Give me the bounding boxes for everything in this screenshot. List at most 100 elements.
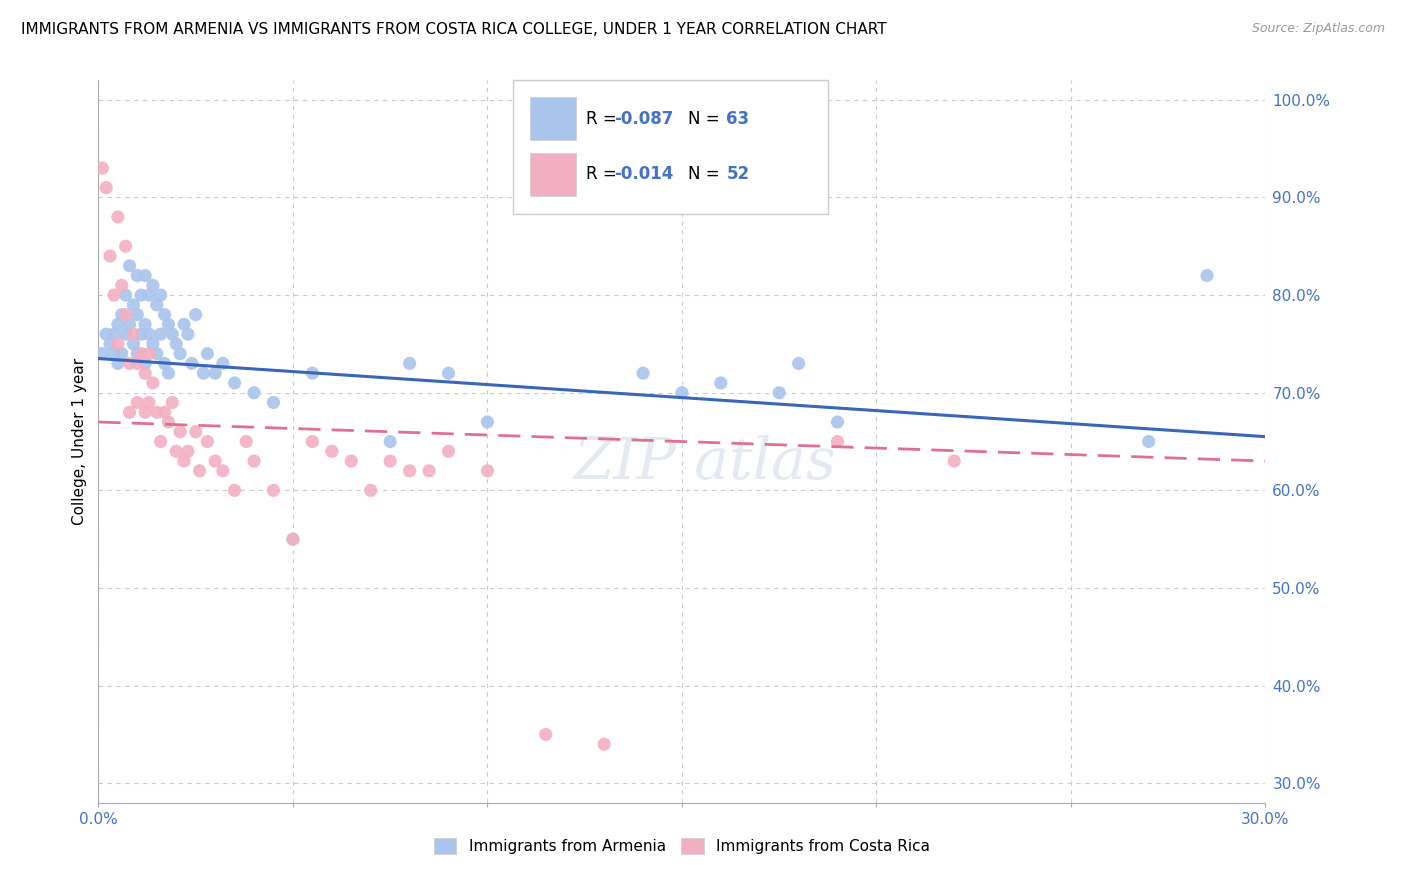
Point (301, 434, 323, 449)
Point (127, 395, 149, 409)
Point (477, 464, 499, 478)
Point (262, 395, 284, 409)
Point (157, 366, 180, 380)
Point (103, 346, 125, 360)
Point (157, 318, 180, 332)
Point (122, 337, 145, 351)
Point (1137, 434, 1160, 449)
Point (114, 308, 136, 322)
Point (129, 327, 152, 342)
Point (118, 405, 141, 419)
Text: 63: 63 (727, 110, 749, 128)
Point (134, 405, 156, 419)
Point (127, 308, 149, 322)
Legend: Immigrants from Armenia, Immigrants from Costa Rica: Immigrants from Armenia, Immigrants from… (427, 832, 936, 860)
Point (98, 249, 121, 263)
Point (114, 327, 136, 342)
Point (671, 385, 693, 400)
Point (118, 356, 141, 370)
Point (173, 454, 195, 468)
Point (149, 327, 172, 342)
Point (173, 318, 195, 332)
Point (380, 454, 402, 468)
Point (321, 444, 343, 458)
Point (243, 385, 266, 400)
FancyBboxPatch shape (530, 153, 575, 195)
Point (224, 483, 246, 498)
Point (193, 366, 215, 380)
Point (165, 337, 187, 351)
Point (827, 434, 849, 449)
Point (418, 464, 440, 478)
Point (212, 356, 235, 370)
Point (398, 464, 420, 478)
Point (134, 356, 156, 370)
Point (204, 366, 226, 380)
Point (768, 385, 790, 400)
Point (631, 366, 654, 380)
Text: R =: R = (586, 110, 623, 128)
Point (142, 376, 165, 390)
Point (593, 737, 616, 751)
Point (204, 454, 226, 468)
Point (127, 346, 149, 360)
Point (98, 337, 121, 351)
Point (96, 180, 118, 194)
Point (153, 356, 176, 370)
Point (107, 318, 129, 332)
Text: IMMIGRANTS FROM ARMENIA VS IMMIGRANTS FROM COSTA RICA COLLEGE, UNDER 1 YEAR CORR: IMMIGRANTS FROM ARMENIA VS IMMIGRANTS FR… (21, 22, 887, 37)
Point (281, 532, 304, 546)
Point (138, 288, 160, 302)
Point (534, 727, 557, 741)
Point (153, 405, 176, 419)
Point (787, 356, 810, 370)
Point (107, 356, 129, 370)
Point (129, 346, 152, 360)
Point (380, 434, 402, 449)
Point (127, 356, 149, 370)
Point (118, 259, 141, 273)
Text: N =: N = (688, 165, 724, 183)
Point (107, 337, 129, 351)
Point (477, 415, 499, 429)
Text: R =: R = (586, 165, 623, 183)
Point (91, 161, 114, 176)
Point (146, 405, 169, 419)
Point (157, 415, 180, 429)
Point (114, 239, 136, 253)
Point (146, 298, 169, 312)
Point (437, 444, 460, 458)
Point (91, 346, 114, 360)
Point (827, 415, 849, 429)
Point (153, 308, 176, 322)
Text: N =: N = (688, 110, 724, 128)
Point (262, 483, 284, 498)
Point (184, 308, 207, 322)
Point (114, 288, 136, 302)
Point (169, 346, 191, 360)
Point (301, 366, 323, 380)
Point (103, 327, 125, 342)
Point (398, 356, 420, 370)
Point (212, 464, 235, 478)
Text: ZIP atlas: ZIP atlas (574, 435, 837, 491)
Point (162, 327, 184, 342)
Text: Source: ZipAtlas.com: Source: ZipAtlas.com (1251, 22, 1385, 36)
FancyBboxPatch shape (530, 97, 575, 140)
Point (188, 464, 211, 478)
Point (243, 454, 266, 468)
Point (710, 376, 733, 390)
Point (177, 327, 200, 342)
Point (177, 444, 200, 458)
Point (138, 346, 160, 360)
Point (1195, 268, 1218, 283)
Point (184, 425, 207, 439)
Point (149, 288, 172, 302)
Point (180, 356, 202, 370)
Point (103, 288, 125, 302)
Text: 52: 52 (727, 165, 749, 183)
Text: -0.014: -0.014 (614, 165, 673, 183)
Point (134, 318, 156, 332)
Point (118, 318, 141, 332)
Point (943, 454, 966, 468)
